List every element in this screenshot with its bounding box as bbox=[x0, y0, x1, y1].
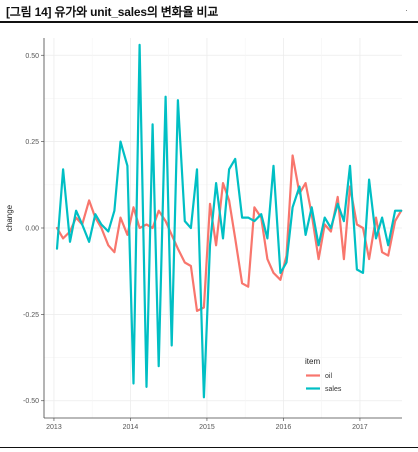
y-axis-title: change bbox=[5, 204, 14, 231]
series-line-sales bbox=[55, 43, 403, 399]
y-tick-label: 0.00 bbox=[25, 226, 39, 233]
caption-rule bbox=[0, 21, 418, 23]
y-tick-label: -0.50 bbox=[23, 398, 39, 405]
legend-title: item bbox=[305, 357, 320, 366]
grid-lines bbox=[44, 38, 402, 418]
y-tick-label: 0.50 bbox=[25, 53, 39, 60]
legend-label-sales: sales bbox=[325, 386, 342, 393]
series-line-oil bbox=[55, 154, 403, 312]
series-lines bbox=[55, 43, 403, 399]
y-axis: 0.50 0.25 0.00 -0.25 -0.50 bbox=[23, 38, 45, 418]
figure-caption: [그림 14] 유가와 unit_sales의 변화율 비교 bbox=[6, 5, 219, 19]
bottom-rule bbox=[0, 447, 418, 448]
x-tick-label: 2014 bbox=[123, 424, 139, 431]
corner-mark: · bbox=[405, 5, 408, 15]
y-tick-label: -0.25 bbox=[23, 312, 39, 319]
x-tick-label: 2016 bbox=[276, 424, 292, 431]
x-tick-label: 2013 bbox=[46, 424, 62, 431]
legend-label-oil: oil bbox=[325, 373, 332, 380]
x-tick-label: 2017 bbox=[352, 424, 368, 431]
x-tick-label: 2015 bbox=[199, 424, 215, 431]
x-axis: 2013 2014 2015 2016 2017 bbox=[44, 417, 402, 431]
y-tick-label: 0.25 bbox=[25, 139, 39, 146]
